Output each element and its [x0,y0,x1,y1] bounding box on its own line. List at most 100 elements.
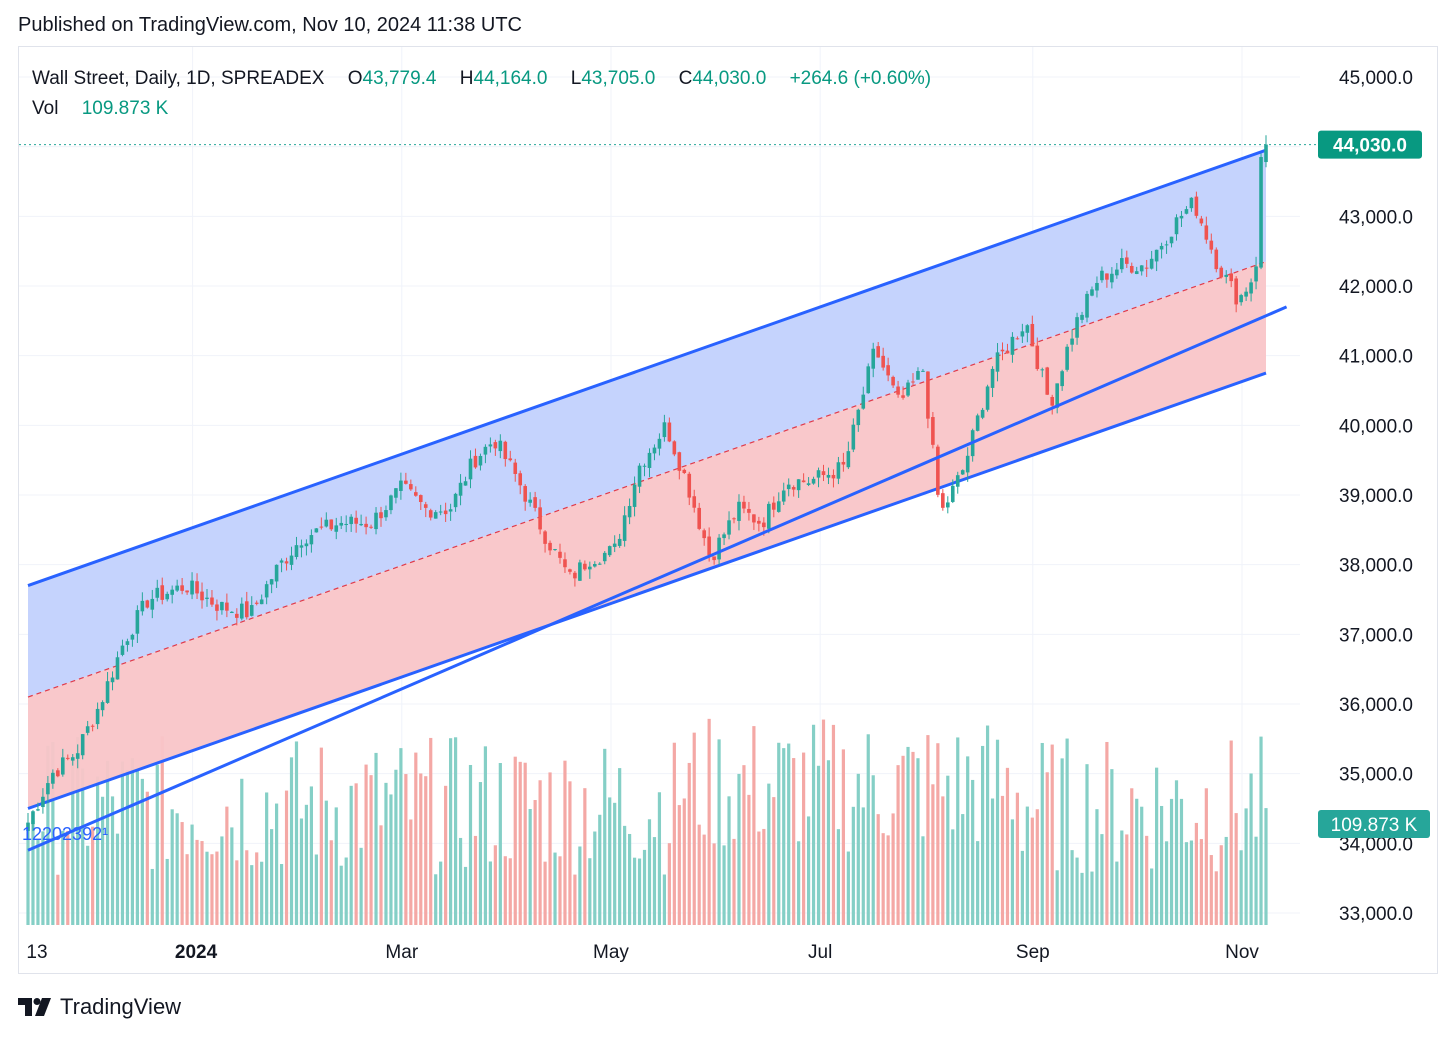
candle-body [945,502,950,508]
volume-bar [91,826,95,925]
time-tick-label: Jul [808,942,832,963]
candle-body [612,543,617,547]
volume-bar [125,769,130,925]
candle-body [36,809,40,811]
candle-body [428,510,433,518]
last-price-badge-text: 44,030.0 [1333,136,1407,157]
candle-body [692,496,697,508]
candle-body [950,485,955,502]
candle-body [1254,266,1258,282]
candle-body [423,504,428,508]
ohlc-legend: Wall Street, Daily, 1D, SPREADEX O43,779… [32,64,935,124]
volume-bar [742,765,746,925]
volume-bar [334,807,338,925]
volume-bar [891,813,895,925]
volume-bar [1194,822,1198,925]
candle-body [806,483,811,485]
volume-bar [274,803,279,925]
volume-bar [777,742,781,925]
candle-body [931,417,935,445]
candle-body [513,462,518,474]
candle-body [836,462,841,479]
volume-bar [543,861,547,925]
candle-body [1139,265,1144,272]
volume-bar [488,861,492,925]
volume-bar [1145,835,1149,925]
volume-bar [697,824,701,925]
candle-body [856,409,861,426]
volume-bar [971,779,975,925]
volume-bar [185,854,189,925]
candle-body [776,501,781,512]
candle-body [46,783,50,795]
volume-bar [1219,845,1223,925]
candle-body [41,796,45,808]
volume-bar [533,800,537,925]
change-value: +264.6 (+0.60%) [789,68,932,89]
close-value: 44,030.0 [692,68,767,89]
candle-body [140,600,145,612]
candle-body [1000,349,1005,352]
candle-body [622,515,627,541]
candle-body [1229,273,1233,282]
candle-body [488,444,493,447]
time-tick-label: Sep [1016,942,1050,963]
volume-bar [553,852,557,925]
candle-body [175,585,179,591]
volume-bar [439,861,443,925]
volume-bar [250,865,254,925]
volume-bar [309,786,313,925]
high-value: 44,164.0 [473,68,548,89]
volume-bar [1115,861,1119,925]
volume-bar [1229,740,1233,925]
candle-body [533,497,537,508]
volume-bar [1100,834,1104,925]
volume-bar [1000,795,1005,925]
volume-bar [523,762,527,925]
candle-body [1075,317,1079,338]
candle-body [319,526,324,528]
close-label: C [678,68,693,89]
candle-body [1115,269,1119,276]
volume-bar [225,806,229,925]
candle-body [289,555,294,565]
candle-body [185,590,189,593]
candle-body [811,478,816,484]
candle-body [1030,323,1035,347]
volume-bar [627,833,632,925]
candle-body [1055,383,1059,408]
footer: TradingView [18,994,181,1020]
price-axis: 45,000.0 43,000.0 42,000.0 41,000.0 40,000.0… [1318,68,1430,925]
candle-body [443,510,448,515]
candle-body [896,386,900,395]
volume-bar [56,874,60,925]
volume-bar [1199,839,1203,925]
price-tick-label: 39,000.0 [1339,486,1413,507]
candle-body [150,598,155,610]
candle-body [637,465,642,487]
candle-body [359,523,363,526]
volume-bar [339,865,343,925]
candle-body [503,441,508,460]
volume-bar [911,751,915,925]
volume-bar [51,742,55,925]
candle-body [980,409,985,418]
volume-bar [802,752,806,925]
candle-body [523,486,527,502]
candle-body [1010,336,1015,355]
regression-channel [27,148,1267,810]
candle-body [1124,257,1129,264]
volume-bar [1164,841,1169,925]
volume-bar [458,837,463,925]
volume-bar [96,776,100,925]
candle-body [264,584,269,598]
candle-body [1209,240,1214,250]
volume-bar [657,792,662,925]
time-tick-label: Nov [1225,942,1259,963]
candle-body [1199,218,1204,224]
volume-bar [677,805,681,925]
volume-bar [652,837,657,925]
candle-body [752,514,756,523]
candle-body [1219,267,1224,278]
